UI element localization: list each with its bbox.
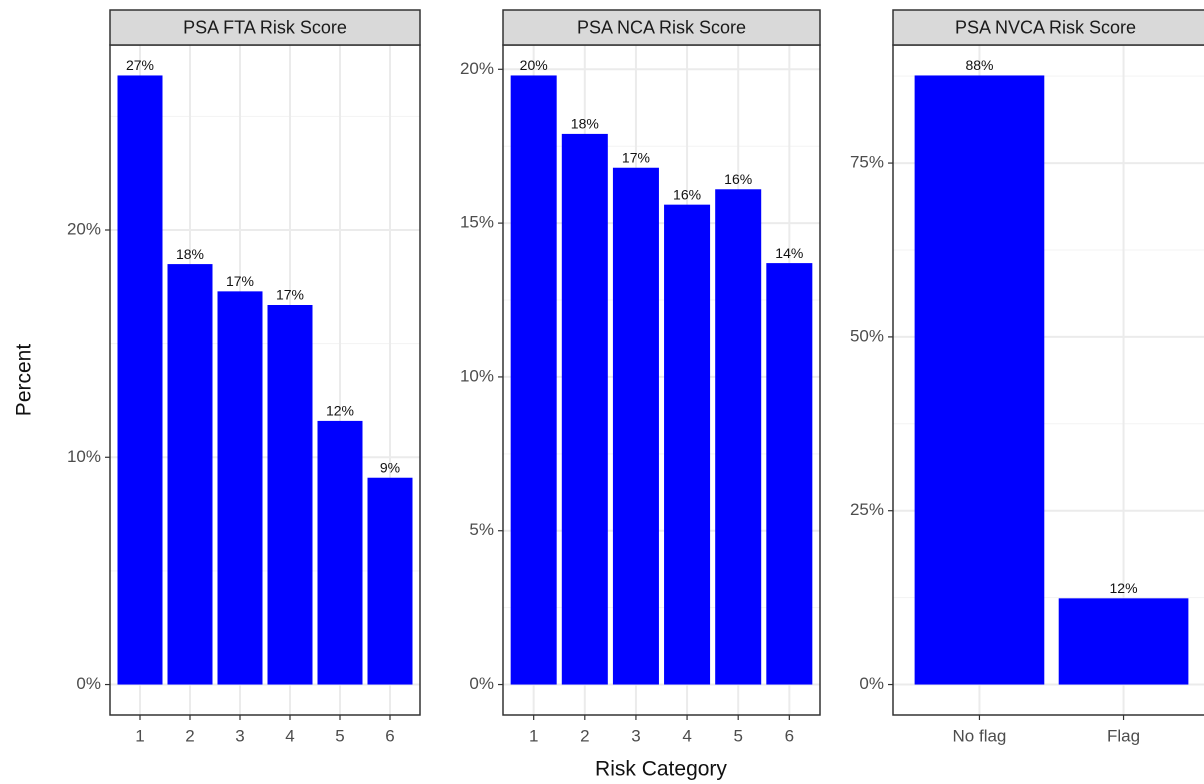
data-label: 9%: [380, 459, 400, 475]
x-tick-label: 1: [529, 726, 538, 745]
strip: [892, 9, 1204, 46]
bar: [664, 204, 711, 685]
data-label: 17%: [276, 287, 304, 303]
data-label: 12%: [326, 403, 354, 419]
data-label: 16%: [673, 186, 701, 202]
bar: [217, 291, 263, 685]
bar: [367, 477, 413, 685]
strip: [109, 9, 421, 46]
y-tick-label: 0%: [76, 674, 101, 693]
bar: [766, 263, 813, 685]
y-tick-label: 50%: [850, 326, 884, 345]
y-tick-label: 0%: [469, 674, 494, 693]
y-tick-label: 20%: [67, 219, 101, 238]
strip-title: PSA NVCA Risk Score: [955, 17, 1136, 37]
bar: [1058, 598, 1189, 685]
x-tick-label: 5: [733, 726, 742, 745]
data-label: 14%: [775, 245, 803, 261]
data-label: 16%: [724, 171, 752, 187]
x-tick-label: 2: [580, 726, 589, 745]
y-tick-label: 5%: [469, 520, 494, 539]
data-label: 17%: [226, 273, 254, 289]
x-tick-label: 4: [285, 726, 294, 745]
data-label: 18%: [571, 116, 599, 132]
bar: [510, 75, 557, 685]
bar: [612, 167, 659, 685]
strip-title: PSA NCA Risk Score: [577, 17, 746, 37]
x-tick-label: Flag: [1107, 726, 1140, 745]
x-tick-label: 6: [385, 726, 394, 745]
y-tick-label: 25%: [850, 500, 884, 519]
data-label: 17%: [622, 149, 650, 165]
bar: [561, 133, 608, 685]
x-tick-label: 4: [682, 726, 691, 745]
data-label: 88%: [965, 57, 993, 73]
strip: [502, 9, 821, 46]
x-tick-label: No flag: [953, 726, 1007, 745]
y-tick-label: 0%: [859, 674, 884, 693]
y-tick-label: 15%: [460, 213, 494, 232]
data-label: 18%: [176, 246, 204, 262]
bar: [914, 75, 1045, 685]
y-tick-label: 10%: [67, 447, 101, 466]
data-label: 20%: [520, 57, 548, 73]
x-tick-label: 3: [235, 726, 244, 745]
x-tick-label: 5: [335, 726, 344, 745]
bar: [317, 420, 363, 685]
x-tick-label: 2: [185, 726, 194, 745]
y-axis-title: Percent: [13, 344, 36, 417]
x-tick-label: 3: [631, 726, 640, 745]
y-tick-label: 10%: [460, 366, 494, 385]
bar: [715, 189, 762, 685]
x-tick-label: 1: [135, 726, 144, 745]
x-axis-title: Risk Category: [595, 758, 727, 781]
y-tick-label: 20%: [460, 59, 494, 78]
strip-title: PSA FTA Risk Score: [183, 17, 347, 37]
data-label: 12%: [1110, 580, 1138, 596]
bar: [167, 264, 213, 685]
y-tick-label: 75%: [850, 153, 884, 172]
bar: [117, 75, 163, 685]
x-tick-label: 6: [785, 726, 794, 745]
data-label: 27%: [126, 57, 154, 73]
bar: [267, 305, 313, 685]
